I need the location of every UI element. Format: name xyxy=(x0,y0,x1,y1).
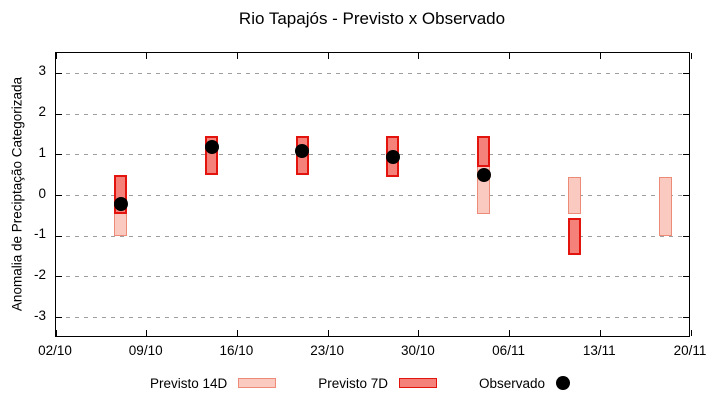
x-tick-label: 13/11 xyxy=(582,343,616,358)
y-tick xyxy=(683,235,689,237)
legend-dot-observado xyxy=(556,376,571,390)
range-bar-previsto-7d xyxy=(477,136,491,167)
y-tick-label: 3 xyxy=(38,63,46,79)
y-tick xyxy=(56,154,62,156)
x-tick-label: 06/11 xyxy=(492,343,525,358)
x-tick xyxy=(146,330,148,336)
legend: Previsto 14D Previsto 7D Observado xyxy=(0,371,720,395)
x-tick-label: 16/10 xyxy=(219,343,254,358)
y-tick xyxy=(56,276,62,278)
legend-swatch-previsto-14d xyxy=(238,378,277,388)
y-tick xyxy=(683,113,689,115)
x-tick xyxy=(327,330,329,336)
legend-item-previsto-7d: Previsto 7D xyxy=(318,375,438,391)
gridline xyxy=(57,235,688,237)
x-tick-label: 02/10 xyxy=(38,343,72,358)
gridline xyxy=(57,276,688,278)
y-tick xyxy=(56,113,62,115)
legend-swatch-previsto-7d xyxy=(399,378,438,388)
y-tick xyxy=(56,195,62,196)
plot-area xyxy=(55,52,692,337)
y-tick-label: 1 xyxy=(38,144,46,160)
x-tick xyxy=(236,330,238,336)
range-bar-previsto-14d xyxy=(567,177,581,214)
legend-item-previsto-14d: Previsto 14D xyxy=(149,375,277,391)
observado-dot xyxy=(476,168,491,183)
legend-item-observado: Observado xyxy=(479,375,571,391)
x-tick-label: 23/10 xyxy=(310,343,345,358)
range-bar-previsto-7d xyxy=(567,217,581,255)
y-tick-label: 2 xyxy=(38,104,46,120)
legend-label-observado: Observado xyxy=(479,375,546,391)
x-tick xyxy=(599,330,601,336)
y-tick-label: -2 xyxy=(33,266,46,282)
legend-label-previsto-14d: Previsto 14D xyxy=(149,375,228,391)
y-tick-label: 0 xyxy=(38,185,46,201)
observado-dot xyxy=(113,196,128,211)
x-tick xyxy=(418,330,420,336)
x-tick xyxy=(690,53,692,59)
y-tick-label: -1 xyxy=(33,226,46,242)
y-tick xyxy=(683,72,689,74)
y-tick xyxy=(683,195,689,196)
y-tick-label: -3 xyxy=(33,307,46,323)
chart-title: Rio Tapajós - Previsto x Observado xyxy=(238,9,506,28)
x-tick xyxy=(55,53,57,59)
x-tick xyxy=(146,53,148,59)
gridline xyxy=(57,195,688,196)
x-tick xyxy=(55,330,57,336)
observado-dot xyxy=(385,149,400,164)
observado-dot xyxy=(295,143,310,158)
x-tick xyxy=(418,53,420,59)
x-tick xyxy=(599,53,601,59)
gridline xyxy=(57,113,688,115)
y-tick xyxy=(56,317,62,319)
x-tick xyxy=(509,330,511,336)
legend-label-previsto-7d: Previsto 7D xyxy=(318,375,389,391)
gridline xyxy=(57,154,688,156)
y-tick xyxy=(683,276,689,278)
y-tick xyxy=(56,235,62,237)
range-bar-previsto-14d xyxy=(658,177,672,237)
observado-dot xyxy=(204,139,219,154)
x-tick-label: 20/11 xyxy=(673,343,707,358)
gridline xyxy=(57,72,688,74)
x-tick xyxy=(690,330,692,336)
x-tick xyxy=(327,53,329,59)
x-tick-label: 09/10 xyxy=(128,343,163,358)
x-tick xyxy=(509,53,511,59)
y-tick xyxy=(56,72,62,74)
y-tick xyxy=(683,317,689,319)
x-tick xyxy=(236,53,238,59)
gridline xyxy=(57,317,688,319)
x-tick-label: 30/10 xyxy=(400,343,435,358)
y-tick xyxy=(683,154,689,156)
